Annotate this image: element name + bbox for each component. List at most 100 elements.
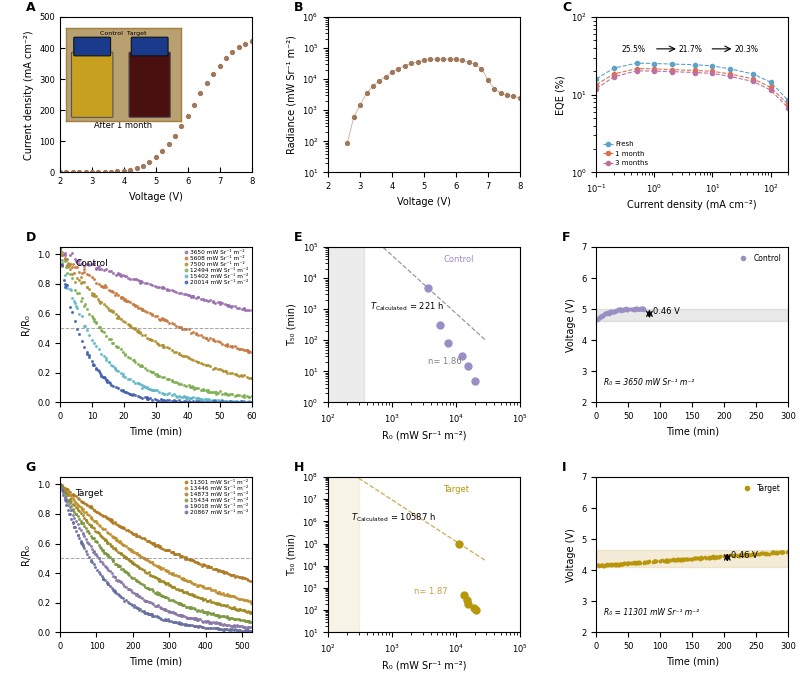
11301 mW Sr⁻¹ m⁻² bbox=[222, 569, 232, 577]
15402 mW Sr⁻¹ m⁻² bbox=[239, 397, 249, 405]
1 month bbox=[632, 65, 642, 73]
13446 mW Sr⁻¹ m⁻² bbox=[147, 558, 157, 566]
3650 mW Sr⁻¹ m⁻² bbox=[186, 292, 196, 300]
20014 mW Sr⁻¹ m⁻² bbox=[152, 396, 162, 404]
Line: 19018 mW Sr⁻¹ m⁻²: 19018 mW Sr⁻¹ m⁻² bbox=[59, 483, 253, 628]
12494 mW Sr⁻¹ m⁻² bbox=[166, 377, 176, 386]
Fresh bbox=[609, 64, 618, 72]
Bar bbox=[328, 247, 364, 403]
Y-axis label: Voltage (V): Voltage (V) bbox=[566, 298, 576, 352]
15402 mW Sr⁻¹ m⁻² bbox=[208, 396, 218, 404]
5608 mW Sr⁻¹ m⁻² bbox=[242, 346, 251, 354]
11301 mW Sr⁻¹ m⁻² bbox=[86, 502, 95, 510]
Text: Target: Target bbox=[443, 485, 469, 494]
Text: After 1 month: After 1 month bbox=[94, 121, 152, 130]
3 months bbox=[690, 69, 700, 77]
Y-axis label: EQE (%): EQE (%) bbox=[555, 75, 565, 114]
5608 mW Sr⁻¹ m⁻² bbox=[246, 348, 256, 356]
15402 mW Sr⁻¹ m⁻² bbox=[246, 397, 256, 405]
Legend: Fresh, 1 month, 3 months: Fresh, 1 month, 3 months bbox=[600, 139, 651, 169]
Text: H: H bbox=[294, 461, 304, 474]
7500 mW Sr⁻¹ m⁻² bbox=[246, 374, 256, 382]
14873 mW Sr⁻¹ m⁻² bbox=[146, 571, 155, 579]
Fresh bbox=[748, 70, 758, 78]
14873 mW Sr⁻¹ m⁻² bbox=[245, 609, 254, 617]
5608 mW Sr⁻¹ m⁻² bbox=[55, 250, 65, 258]
20867 mW Sr⁻¹ m⁻² bbox=[55, 481, 65, 489]
20867 mW Sr⁻¹ m⁻² bbox=[146, 610, 155, 618]
7500 mW Sr⁻¹ m⁻² bbox=[242, 373, 251, 381]
3 months bbox=[650, 67, 659, 75]
3650 mW Sr⁻¹ m⁻² bbox=[55, 248, 65, 256]
Line: 12494 mW Sr⁻¹ m⁻²: 12494 mW Sr⁻¹ m⁻² bbox=[59, 246, 253, 398]
20867 mW Sr⁻¹ m⁻² bbox=[144, 609, 154, 617]
14873 mW Sr⁻¹ m⁻² bbox=[55, 481, 65, 489]
Fresh bbox=[766, 78, 775, 86]
11301 mW Sr⁻¹ m⁻² bbox=[128, 530, 138, 538]
7500 mW Sr⁻¹ m⁻² bbox=[106, 306, 116, 314]
Line: 3650 mW Sr⁻¹ m⁻²: 3650 mW Sr⁻¹ m⁻² bbox=[59, 251, 253, 311]
Y-axis label: R/R₀: R/R₀ bbox=[22, 314, 31, 335]
19018 mW Sr⁻¹ m⁻² bbox=[246, 623, 256, 631]
5608 mW Sr⁻¹ m⁻² bbox=[186, 328, 196, 337]
15434 mW Sr⁻¹ m⁻² bbox=[154, 589, 164, 597]
19018 mW Sr⁻¹ m⁻² bbox=[83, 539, 93, 547]
Text: Target: Target bbox=[75, 490, 103, 498]
Fresh bbox=[708, 62, 718, 70]
19018 mW Sr⁻¹ m⁻² bbox=[159, 605, 169, 613]
Fresh bbox=[592, 75, 602, 83]
19018 mW Sr⁻¹ m⁻² bbox=[131, 590, 141, 598]
20867 mW Sr⁻¹ m⁻² bbox=[78, 543, 88, 551]
19018 mW Sr⁻¹ m⁻² bbox=[150, 602, 160, 610]
13446 mW Sr⁻¹ m⁻² bbox=[155, 563, 165, 571]
20014 mW Sr⁻¹ m⁻² bbox=[242, 398, 251, 406]
15434 mW Sr⁻¹ m⁻² bbox=[146, 585, 155, 593]
3650 mW Sr⁻¹ m⁻² bbox=[91, 265, 101, 273]
20014 mW Sr⁻¹ m⁻² bbox=[93, 366, 102, 374]
Bar bbox=[328, 477, 358, 632]
20014 mW Sr⁻¹ m⁻² bbox=[246, 398, 256, 406]
Line: 11301 mW Sr⁻¹ m⁻²: 11301 mW Sr⁻¹ m⁻² bbox=[59, 484, 253, 582]
Text: E: E bbox=[294, 231, 302, 244]
Fresh bbox=[725, 65, 734, 73]
3 months bbox=[708, 69, 718, 78]
Y-axis label: T₅₀ (min): T₅₀ (min) bbox=[286, 303, 297, 346]
12494 mW Sr⁻¹ m⁻² bbox=[55, 248, 65, 256]
7500 mW Sr⁻¹ m⁻² bbox=[55, 249, 65, 257]
20867 mW Sr⁻¹ m⁻² bbox=[152, 612, 162, 620]
7500 mW Sr⁻¹ m⁻² bbox=[58, 248, 67, 256]
13446 mW Sr⁻¹ m⁻² bbox=[55, 480, 65, 488]
15434 mW Sr⁻¹ m⁻² bbox=[55, 480, 65, 488]
1 month bbox=[725, 70, 734, 78]
20014 mW Sr⁻¹ m⁻² bbox=[99, 373, 109, 381]
Text: 0.46 V: 0.46 V bbox=[730, 551, 758, 560]
5608 mW Sr⁻¹ m⁻² bbox=[110, 291, 120, 299]
Text: F: F bbox=[562, 231, 570, 244]
14873 mW Sr⁻¹ m⁻² bbox=[126, 558, 135, 566]
Text: I: I bbox=[562, 461, 566, 474]
Text: n= 1.87: n= 1.87 bbox=[414, 587, 448, 596]
X-axis label: Time (min): Time (min) bbox=[666, 426, 718, 437]
X-axis label: R₀ (mW Sr⁻¹ m⁻²): R₀ (mW Sr⁻¹ m⁻²) bbox=[382, 660, 466, 670]
Fresh bbox=[632, 59, 642, 67]
X-axis label: Time (min): Time (min) bbox=[130, 657, 182, 666]
Y-axis label: T₅₀ (min): T₅₀ (min) bbox=[286, 533, 297, 576]
13446 mW Sr⁻¹ m⁻² bbox=[131, 549, 141, 557]
1 month bbox=[783, 101, 793, 109]
15434 mW Sr⁻¹ m⁻² bbox=[122, 568, 131, 577]
Line: Fresh: Fresh bbox=[594, 61, 790, 102]
Fresh bbox=[783, 96, 793, 104]
X-axis label: Voltage (V): Voltage (V) bbox=[129, 192, 182, 202]
Line: 3 months: 3 months bbox=[594, 69, 790, 109]
11301 mW Sr⁻¹ m⁻² bbox=[245, 577, 254, 585]
3650 mW Sr⁻¹ m⁻² bbox=[239, 305, 249, 313]
14873 mW Sr⁻¹ m⁻² bbox=[246, 609, 256, 617]
15402 mW Sr⁻¹ m⁻² bbox=[194, 394, 203, 402]
Text: A: A bbox=[26, 1, 35, 14]
3650 mW Sr⁻¹ m⁻² bbox=[158, 284, 168, 292]
3 months bbox=[748, 78, 758, 86]
7500 mW Sr⁻¹ m⁻² bbox=[154, 341, 164, 349]
Text: $T_\mathregular{Calculated}$ = 10587 h: $T_\mathregular{Calculated}$ = 10587 h bbox=[351, 511, 436, 524]
14873 mW Sr⁻¹ m⁻² bbox=[154, 575, 163, 583]
19018 mW Sr⁻¹ m⁻² bbox=[152, 602, 162, 611]
